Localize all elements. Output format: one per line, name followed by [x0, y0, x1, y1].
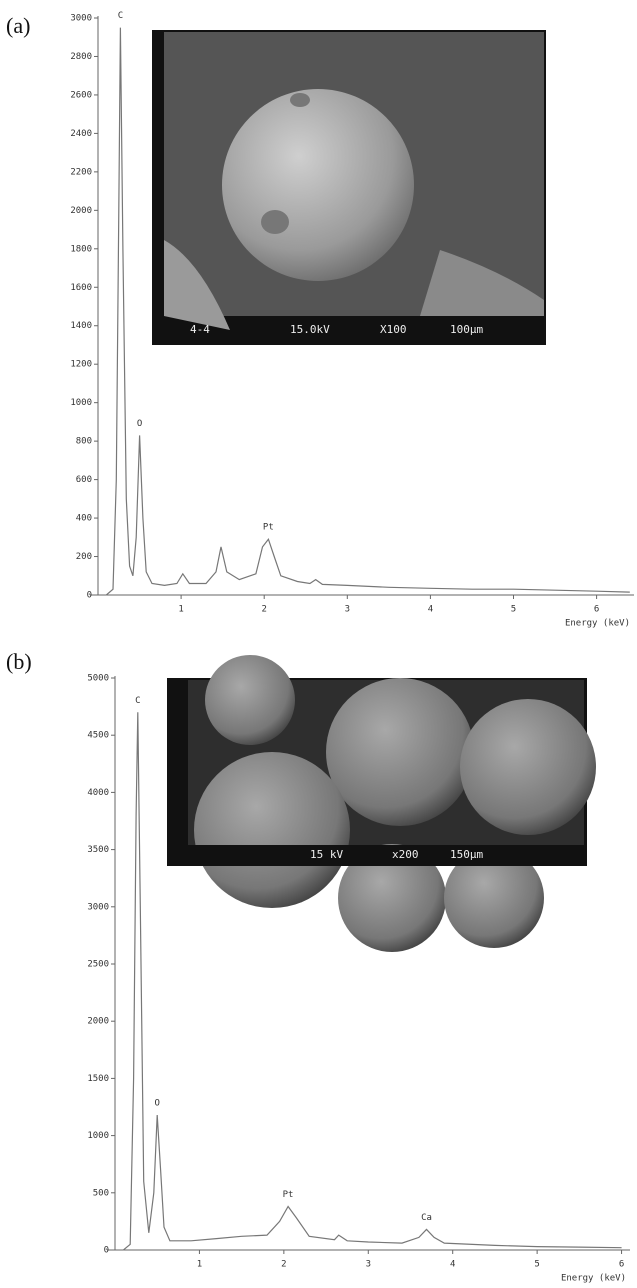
inset-caption: X100 [380, 323, 407, 336]
y-tick-label: 2500 [87, 960, 109, 970]
y-tick-label: 1400 [70, 321, 92, 331]
x-tick-label: 1 [197, 1260, 202, 1270]
x-tick-label: 5 [511, 605, 516, 615]
peak-label: C [135, 696, 140, 706]
x-axis-title: Energy (keV) [561, 1274, 626, 1284]
y-tick-label: 3500 [87, 845, 109, 855]
x-tick-label: 4 [428, 605, 433, 615]
y-tick-label: 200 [76, 552, 92, 562]
sem-inset: 4-4 15.0kV X100 100µm [152, 30, 546, 345]
x-tick-label: 6 [594, 605, 599, 615]
y-tick-label: 2600 [70, 90, 92, 100]
peak-label: O [155, 1099, 160, 1109]
y-tick-label: 4000 [87, 788, 109, 798]
x-tick-label: 6 [619, 1260, 624, 1270]
y-tick-label: 500 [93, 1188, 109, 1198]
y-tick-label: 800 [76, 437, 92, 447]
y-tick-label: 0 [87, 591, 92, 601]
peak-label: Ca [421, 1213, 432, 1223]
y-tick-label: 1600 [70, 283, 92, 293]
sem-inset: 15 kV x200 150µm [167, 655, 596, 952]
x-axis-title: Energy (keV) [565, 619, 630, 629]
y-tick-label: 1800 [70, 244, 92, 254]
y-tick-label: 0 [104, 1246, 109, 1256]
y-tick-label: 400 [76, 514, 92, 524]
inset-caption: 15 kV [310, 848, 343, 861]
spectrum-line [105, 27, 630, 596]
y-tick-label: 1500 [87, 1074, 109, 1084]
y-tick-label: 2800 [70, 52, 92, 62]
y-tick-label: 600 [76, 475, 92, 485]
x-tick-label: 1 [178, 605, 183, 615]
x-tick-label: 3 [345, 605, 350, 615]
x-tick-label: 5 [534, 1260, 539, 1270]
inset-caption: 4-4 [190, 323, 210, 336]
peak-label: C [118, 11, 123, 21]
y-tick-label: 2400 [70, 129, 92, 139]
y-tick-label: 4500 [87, 731, 109, 741]
x-tick-label: 3 [366, 1260, 371, 1270]
peak-label: O [137, 419, 142, 429]
y-tick-label: 1000 [70, 398, 92, 408]
y-tick-label: 2000 [87, 1017, 109, 1027]
y-tick-label: 2200 [70, 167, 92, 177]
y-tick-label: 5000 [87, 674, 109, 684]
panel-label: (a) [6, 13, 30, 38]
x-tick-label: 4 [450, 1260, 455, 1270]
peak-label: Pt [263, 523, 274, 533]
inset-caption: x200 [392, 848, 419, 861]
spectrum-line [123, 712, 622, 1251]
inset-caption: 15.0kV [290, 323, 330, 336]
inset-caption: 150µm [450, 848, 483, 861]
peak-label: Pt [283, 1190, 294, 1200]
y-tick-label: 3000 [70, 14, 92, 24]
x-tick-label: 2 [281, 1260, 286, 1270]
y-tick-label: 1000 [87, 1131, 109, 1141]
inset-caption: 100µm [450, 323, 483, 336]
y-tick-label: 1200 [70, 360, 92, 370]
panel-label: (b) [6, 649, 32, 674]
x-tick-label: 2 [261, 605, 266, 615]
y-tick-label: 2000 [70, 206, 92, 216]
y-tick-label: 3000 [87, 902, 109, 912]
